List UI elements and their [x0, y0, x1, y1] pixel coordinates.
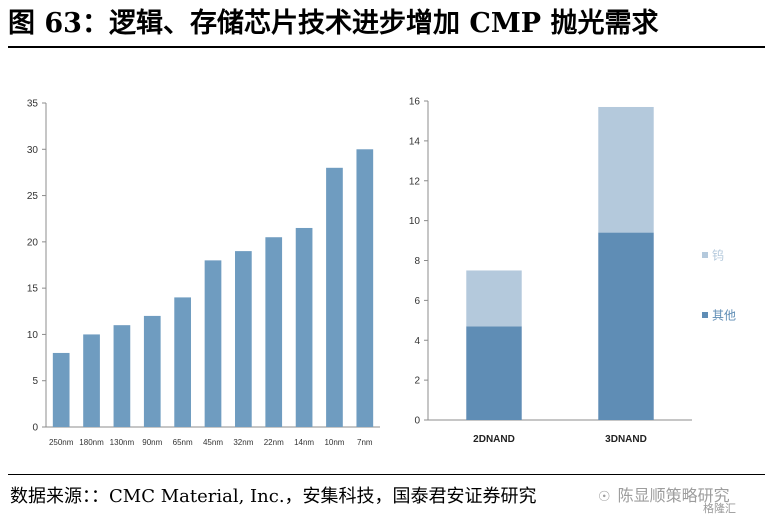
y-tick-label: 8: [414, 256, 420, 267]
bar-130nm: [113, 325, 131, 427]
chart-nand-cmp-steps: 0 2 4 6 8 10 12 14 16 2DNAND 3DNAND 钨其他: [409, 97, 736, 446]
x-tick-label: 130nm: [110, 438, 135, 447]
watermark: ☉ 陈显顺策略研究: [598, 482, 730, 506]
legend-label: 钨: [712, 248, 724, 263]
y-tick-label: 5: [32, 376, 38, 387]
bar-10nm: [326, 167, 343, 428]
watermark-corner: 格隆汇: [703, 502, 736, 515]
bar-14nm: [295, 227, 313, 427]
x-tick-label: 250nm: [49, 438, 74, 447]
bar-180nm: [83, 334, 100, 427]
watermark-text: 陈显顺策略研究: [617, 486, 730, 505]
y-tick-label: 14: [409, 136, 421, 147]
x-tick-label: 22nm: [264, 438, 284, 447]
source-note: 数据来源：：CMC Material, Inc.，安集科技，国泰君安证券研究: [10, 486, 537, 507]
legend-swatch: [702, 312, 708, 318]
y-tick-label: 16: [409, 97, 421, 108]
bar-22nm: [265, 237, 283, 427]
footer-divider: [8, 474, 765, 475]
wechat-icon: ☉: [598, 489, 611, 505]
figure-title: 图 63：逻辑、存储芯片技术进步增加 CMP 抛光需求: [8, 8, 659, 39]
y-tick-label: 0: [414, 416, 420, 427]
x-tick-label: 45nm: [203, 438, 223, 447]
bar-7nm: [356, 149, 374, 428]
x-tick-label: 90nm: [142, 438, 162, 447]
x-tick-label: 180nm: [79, 438, 104, 447]
x-tick-label: 14nm: [294, 438, 314, 447]
y-tick-label: 2: [414, 376, 420, 387]
bar-32nm: [235, 251, 252, 427]
bar-65nm: [174, 297, 191, 427]
y-tick-label: 12: [409, 176, 421, 187]
x-tick-label: 65nm: [173, 438, 193, 447]
y-tick-label: 10: [409, 216, 421, 227]
y-tick-label: 30: [27, 145, 39, 156]
bar-45nm: [204, 260, 222, 427]
legend-label: 其他: [712, 309, 736, 323]
legend-swatch: [702, 252, 708, 258]
bar-3DNAND-其他: [598, 232, 654, 420]
x-tick-label: 10nm: [324, 438, 344, 447]
bar-250nm: [52, 352, 70, 427]
y-tick-label: 10: [27, 330, 39, 341]
chart-logic-node-cmp-steps: 0 5 10 15 20 25 30 35 250nm 180nm 130nm 90nm 65nm 45n…: [27, 99, 380, 447]
y-tick-label: 4: [414, 336, 420, 347]
x-tick-label: 3DNAND: [605, 434, 647, 445]
x-tick-label: 2DNAND: [473, 434, 515, 445]
x-tick-label: 7nm: [357, 438, 373, 447]
y-tick-label: 25: [27, 191, 39, 202]
y-tick-label: 0: [32, 423, 38, 434]
bar-90nm: [143, 315, 161, 427]
y-tick-label: 35: [27, 99, 39, 110]
y-tick-label: 20: [27, 237, 39, 248]
title-divider: [8, 46, 765, 48]
bar-2DNAND-钨: [466, 270, 522, 327]
x-tick-label: 32nm: [233, 438, 253, 447]
y-tick-label: 6: [414, 296, 420, 307]
y-tick-label: 15: [27, 284, 39, 295]
bar-2DNAND-其他: [466, 326, 522, 420]
bar-3DNAND-钨: [598, 106, 654, 233]
